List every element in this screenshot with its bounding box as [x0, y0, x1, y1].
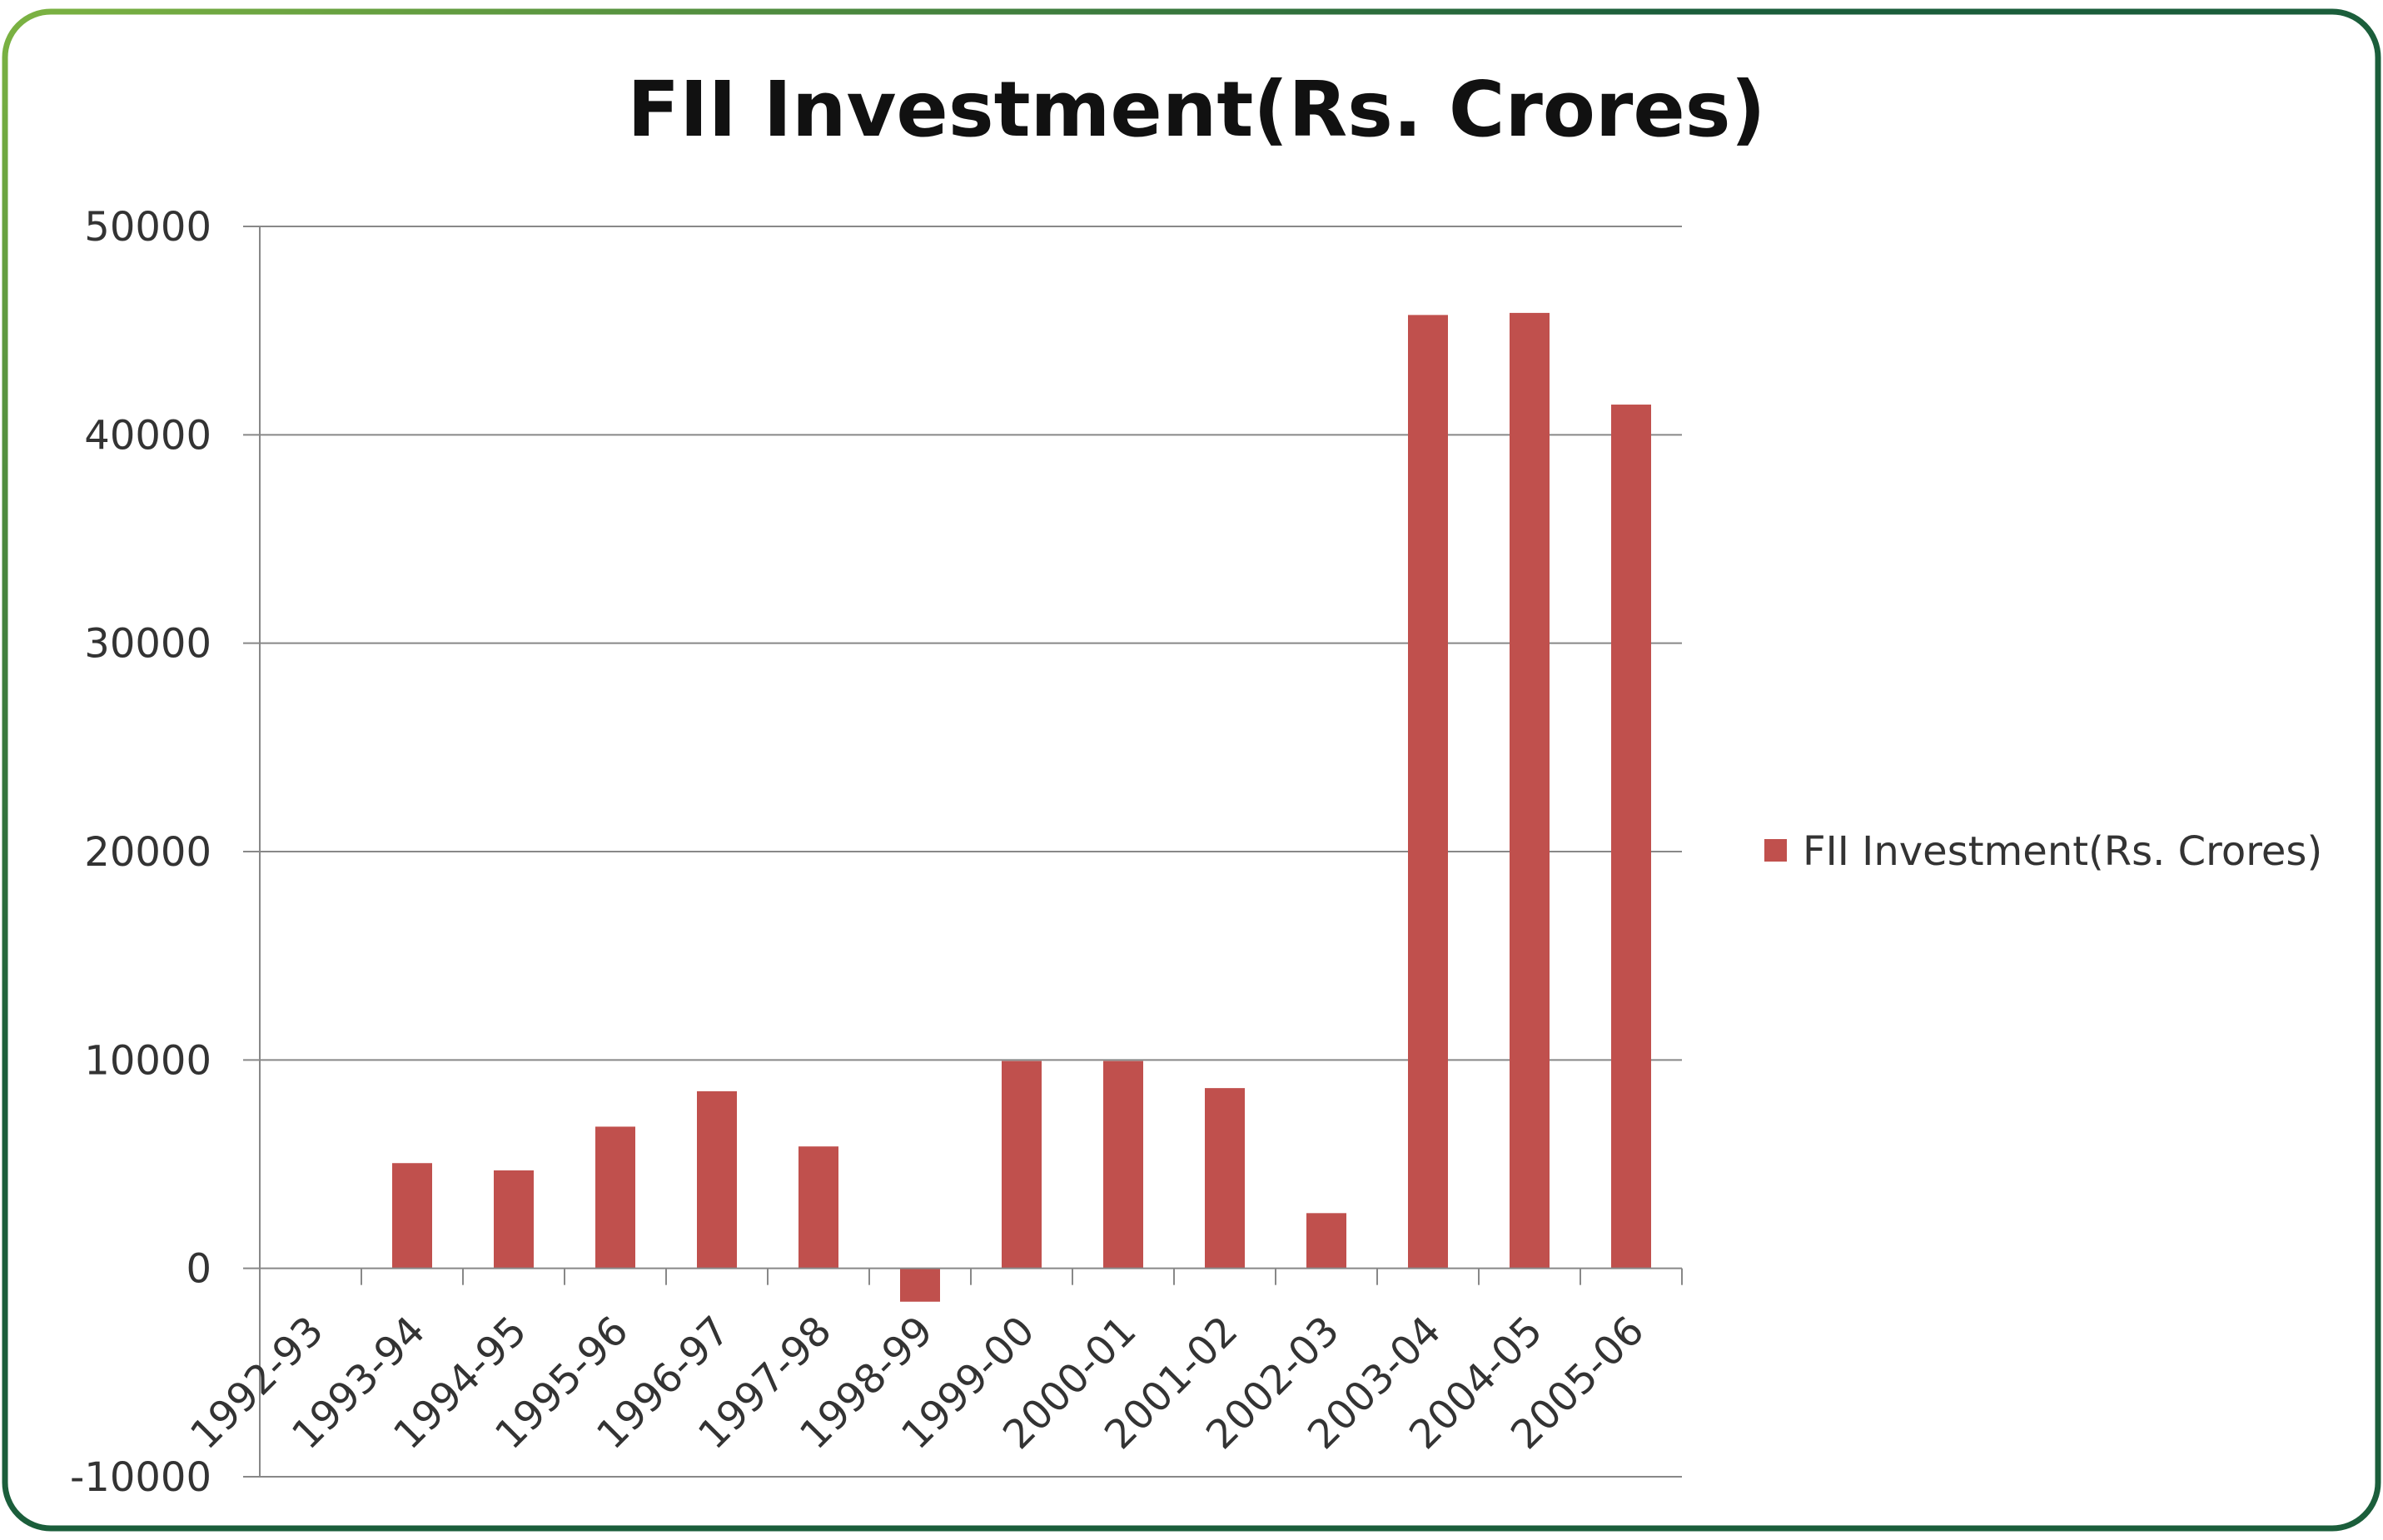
bar: [1611, 405, 1651, 1269]
bar: [1002, 1061, 1042, 1269]
bar: [900, 1268, 940, 1302]
bar: [1510, 312, 1550, 1269]
chart-title: FII Investment(Rs. Crores): [627, 65, 1765, 154]
y-tick-label: 30000: [84, 621, 211, 668]
legend-label: FII Investment(Rs. Crores): [1803, 828, 2322, 875]
bar: [798, 1146, 838, 1269]
bar: [595, 1126, 635, 1269]
y-tick-label: 40000: [84, 412, 211, 459]
legend: FII Investment(Rs. Crores): [1764, 828, 2322, 875]
chart-frame: [2, 8, 2381, 1532]
bar: [494, 1170, 534, 1269]
legend-swatch: [1764, 839, 1787, 862]
bar: [1408, 315, 1448, 1269]
y-tick-label: 50000: [84, 204, 211, 251]
bar: [392, 1163, 432, 1269]
bar: [1306, 1213, 1346, 1269]
y-tick-label: 0: [186, 1246, 211, 1293]
y-tick-label: 10000: [84, 1037, 211, 1084]
bar: [1205, 1088, 1245, 1269]
y-tick-label: -10000: [70, 1454, 211, 1501]
y-tick-label: 20000: [84, 829, 211, 876]
bar: [697, 1090, 737, 1269]
bar: [1103, 1061, 1143, 1269]
